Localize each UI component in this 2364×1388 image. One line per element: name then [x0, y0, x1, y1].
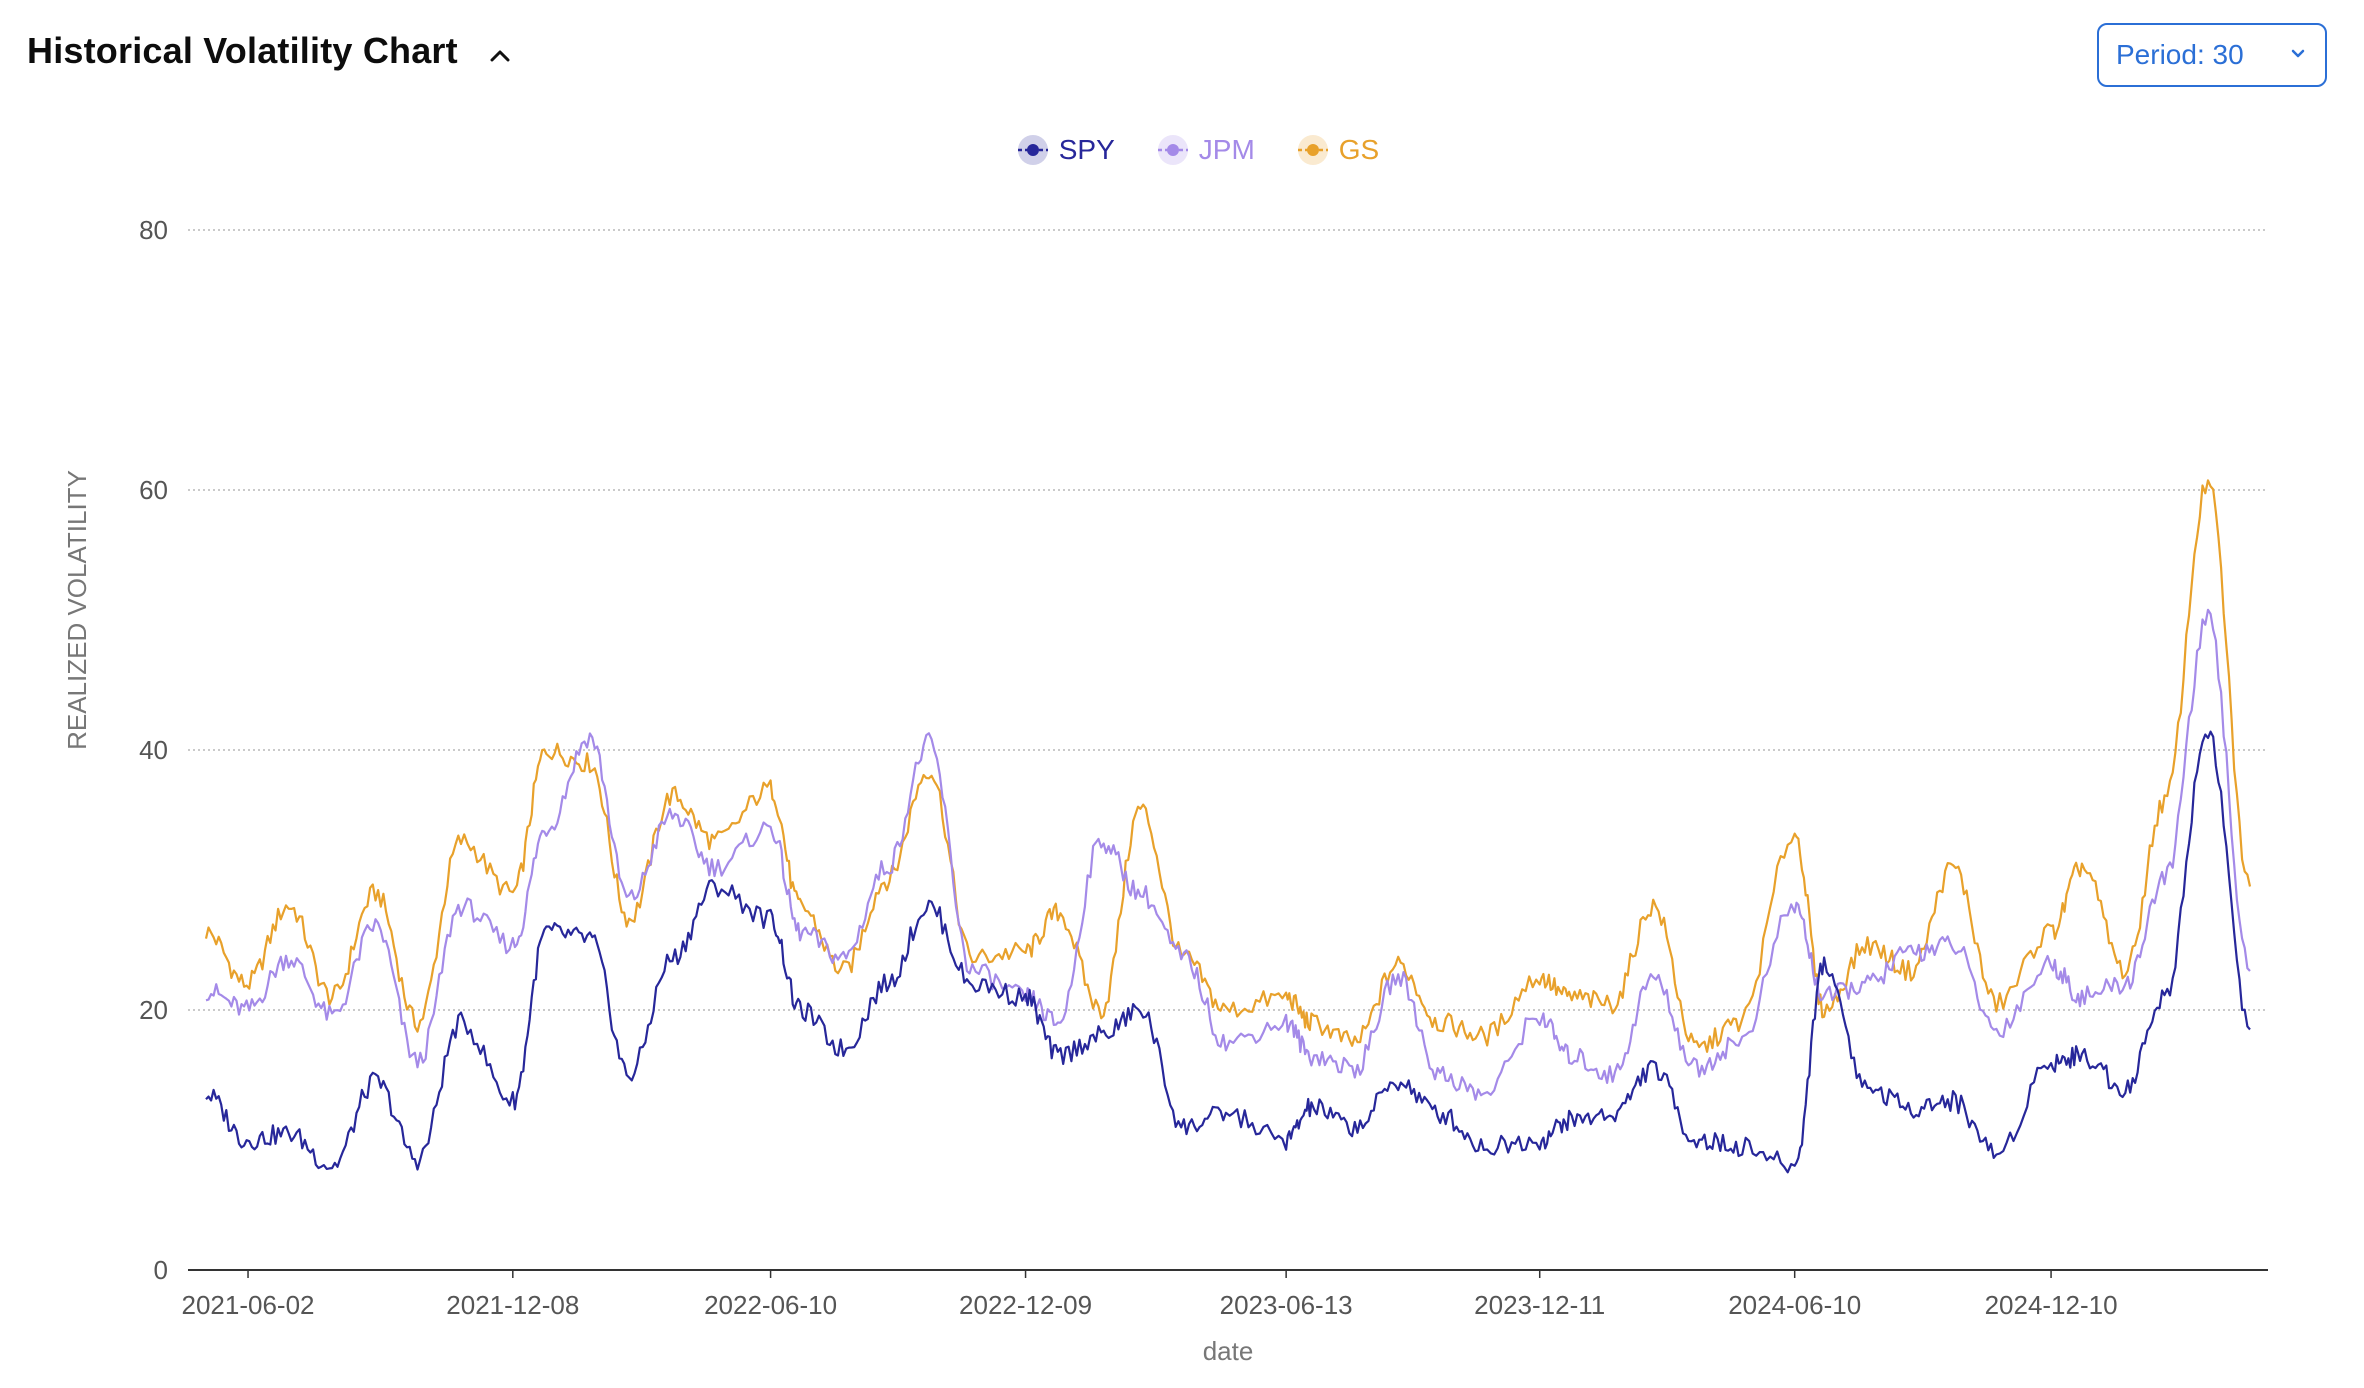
- legend-label: SPY: [1058, 134, 1115, 165]
- page-title: Historical Volatility Chart: [27, 30, 458, 71]
- x-tick-label: 2024-06-10: [1728, 1290, 1861, 1320]
- chart-legend: SPY JPM GS: [0, 128, 2364, 172]
- legend-marker-icon: [1017, 135, 1048, 165]
- series-line-gs: [204, 479, 2252, 1053]
- period-select[interactable]: Period: 30: [2097, 23, 2327, 87]
- x-tick-label: 2021-12-08: [446, 1290, 579, 1320]
- period-select-label: Period: 30: [2116, 39, 2244, 70]
- y-tick-label: 60: [139, 475, 168, 505]
- y-tick-label: 0: [154, 1255, 168, 1285]
- legend-label: JPM: [1198, 134, 1255, 165]
- chart-header: Historical Volatility Chart Period: 30: [0, 0, 2364, 110]
- y-tick-label: 40: [139, 735, 168, 765]
- chevron-down-icon: [2291, 49, 2305, 58]
- x-tick-label: 2023-12-11: [1474, 1290, 1605, 1320]
- x-axis-ticks: 2021-06-02 2021-12-08 2022-06-10 2022-12-09…: [182, 1270, 2118, 1320]
- x-tick-label: 2021-06-02: [182, 1290, 315, 1320]
- chevron-up-icon: [490, 50, 510, 62]
- collapse-button[interactable]: [482, 38, 518, 74]
- y-tick-label: 20: [139, 995, 168, 1025]
- legend-marker-icon: [1297, 135, 1328, 165]
- legend-marker-icon: [1157, 135, 1188, 165]
- y-tick-label: 80: [139, 215, 168, 245]
- x-tick-label: 2022-06-10: [704, 1290, 837, 1320]
- legend-item-gs[interactable]: GS: [1295, 128, 1379, 172]
- series-lines: [204, 479, 2252, 1174]
- y-axis-title: REALIZED VOLATILITY: [62, 470, 92, 750]
- series-line-jpm: [205, 608, 2251, 1101]
- x-tick-label: 2022-12-09: [959, 1290, 1092, 1320]
- x-tick-label: 2023-06-13: [1220, 1290, 1353, 1320]
- legend-item-jpm[interactable]: JPM: [1155, 128, 1255, 172]
- y-axis-ticks: 0 20 40 60 80: [139, 215, 168, 1285]
- series-line-spy: [205, 730, 2251, 1174]
- legend-label: GS: [1338, 134, 1380, 165]
- legend-item-spy[interactable]: SPY: [1015, 128, 1115, 172]
- x-tick-label: 2024-12-10: [1985, 1290, 2118, 1320]
- x-axis-title: date: [1203, 1336, 1254, 1366]
